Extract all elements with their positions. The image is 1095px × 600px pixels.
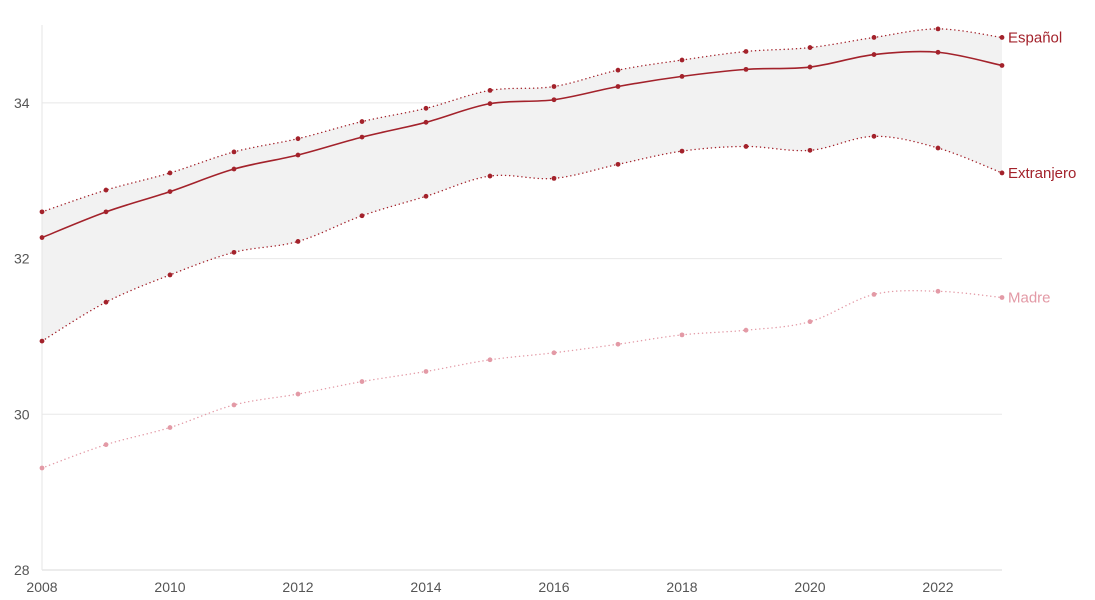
data-point-series-1-2018 bbox=[679, 73, 685, 79]
x-tick-label-2016: 2016 bbox=[538, 579, 569, 595]
data-point-extranjero-2017 bbox=[615, 161, 621, 167]
data-point-madre-2013 bbox=[359, 379, 365, 384]
data-point-madre-2015 bbox=[487, 357, 493, 363]
x-tick-label-2014: 2014 bbox=[410, 579, 441, 595]
data-point-series-1-2011 bbox=[231, 166, 237, 172]
series-label-madre: Madre bbox=[1008, 290, 1051, 307]
data-point-espa-ol-2012 bbox=[295, 136, 301, 142]
data-point-espa-ol-2021 bbox=[871, 35, 877, 40]
series-points bbox=[39, 26, 1005, 471]
data-point-espa-ol-2018 bbox=[679, 57, 685, 63]
range-band bbox=[42, 28, 1002, 342]
data-point-espa-ol-2015 bbox=[487, 88, 493, 93]
data-point-espa-ol-2019 bbox=[743, 49, 749, 54]
data-point-madre-2012 bbox=[295, 391, 301, 397]
x-tick-label-2020: 2020 bbox=[794, 579, 825, 595]
data-point-extranjero-2008 bbox=[39, 338, 45, 344]
y-tick-label-30: 30 bbox=[14, 406, 30, 422]
axes: 28 30 32 34 2008 2010 2012 2014 2016 2018 2020 2022 bbox=[14, 25, 1002, 595]
data-point-madre-2020 bbox=[807, 319, 813, 325]
data-point-madre-2014 bbox=[423, 369, 429, 374]
data-point-series-1-2009 bbox=[103, 209, 109, 215]
series-labels: Español Extranjero Madre bbox=[1008, 29, 1076, 306]
data-point-series-1-2020 bbox=[807, 64, 813, 70]
data-point-madre-2010 bbox=[167, 425, 173, 430]
data-point-espa-ol-2017 bbox=[615, 67, 621, 73]
data-point-madre-2017 bbox=[615, 341, 621, 347]
series-lines bbox=[41, 28, 1003, 469]
data-point-extranjero-2019 bbox=[743, 144, 749, 149]
data-point-series-1-2019 bbox=[743, 66, 749, 72]
data-point-espa-ol-2023 bbox=[999, 35, 1005, 40]
data-point-espa-ol-2013 bbox=[359, 119, 365, 124]
series-line-extranjero bbox=[41, 135, 1003, 342]
series-line-madre bbox=[41, 289, 1003, 469]
y-tick-label-28: 28 bbox=[14, 562, 30, 578]
data-point-series-1-2023 bbox=[999, 63, 1005, 68]
data-point-extranjero-2021 bbox=[871, 133, 877, 139]
data-point-espa-ol-2009 bbox=[103, 187, 109, 193]
data-point-espa-ol-2010 bbox=[167, 170, 173, 176]
data-point-series-1-2016 bbox=[551, 97, 557, 103]
data-point-series-1-2022 bbox=[935, 49, 941, 55]
series-label-espa-ol: Español bbox=[1008, 29, 1062, 46]
data-point-extranjero-2023 bbox=[999, 170, 1005, 176]
x-tick-label-2018: 2018 bbox=[666, 579, 697, 595]
x-tick-label-2012: 2012 bbox=[282, 579, 313, 595]
data-point-series-1-2017 bbox=[615, 84, 621, 89]
series-line-series-1 bbox=[41, 50, 1003, 239]
data-point-series-1-2021 bbox=[871, 52, 877, 57]
data-point-madre-2011 bbox=[231, 402, 237, 408]
data-point-madre-2016 bbox=[551, 350, 557, 356]
data-point-extranjero-2012 bbox=[295, 239, 301, 244]
data-point-madre-2023 bbox=[999, 295, 1005, 300]
y-tick-label-34: 34 bbox=[14, 95, 30, 111]
data-point-madre-2019 bbox=[743, 327, 749, 333]
y-tick-label-32: 32 bbox=[14, 251, 30, 267]
data-point-espa-ol-2008 bbox=[39, 209, 45, 215]
data-point-madre-2018 bbox=[679, 332, 685, 338]
data-point-series-1-2015 bbox=[487, 101, 493, 107]
data-point-madre-2022 bbox=[935, 288, 941, 294]
data-point-espa-ol-2016 bbox=[551, 84, 557, 89]
data-point-extranjero-2011 bbox=[231, 249, 237, 255]
range-band-fill bbox=[42, 28, 1002, 342]
data-point-madre-2021 bbox=[871, 291, 877, 297]
data-point-series-1-2013 bbox=[359, 134, 365, 140]
data-point-extranjero-2009 bbox=[103, 299, 109, 305]
data-point-espa-ol-2020 bbox=[807, 45, 813, 50]
data-point-series-1-2012 bbox=[295, 152, 301, 158]
data-point-espa-ol-2011 bbox=[231, 149, 237, 155]
data-point-madre-2009 bbox=[103, 442, 109, 448]
data-point-series-1-2014 bbox=[423, 119, 429, 125]
data-point-extranjero-2014 bbox=[423, 193, 429, 199]
x-tick-label-2010: 2010 bbox=[154, 579, 185, 595]
data-point-extranjero-2016 bbox=[551, 175, 557, 181]
data-point-extranjero-2010 bbox=[167, 272, 173, 278]
series-line-espa-ol bbox=[41, 28, 1003, 213]
data-point-extranjero-2015 bbox=[487, 173, 493, 179]
x-tick-label-2022: 2022 bbox=[922, 579, 953, 595]
data-point-espa-ol-2014 bbox=[423, 105, 429, 111]
data-point-extranjero-2020 bbox=[807, 147, 813, 153]
data-point-extranjero-2018 bbox=[679, 148, 685, 154]
x-tick-label-2008: 2008 bbox=[26, 579, 57, 595]
series-label-extranjero: Extranjero bbox=[1008, 165, 1076, 182]
data-point-espa-ol-2022 bbox=[935, 26, 941, 32]
data-point-series-1-2008 bbox=[39, 235, 45, 240]
data-point-series-1-2010 bbox=[167, 189, 173, 195]
data-point-extranjero-2013 bbox=[359, 213, 365, 219]
data-point-extranjero-2022 bbox=[935, 145, 941, 151]
data-point-madre-2008 bbox=[39, 465, 45, 471]
